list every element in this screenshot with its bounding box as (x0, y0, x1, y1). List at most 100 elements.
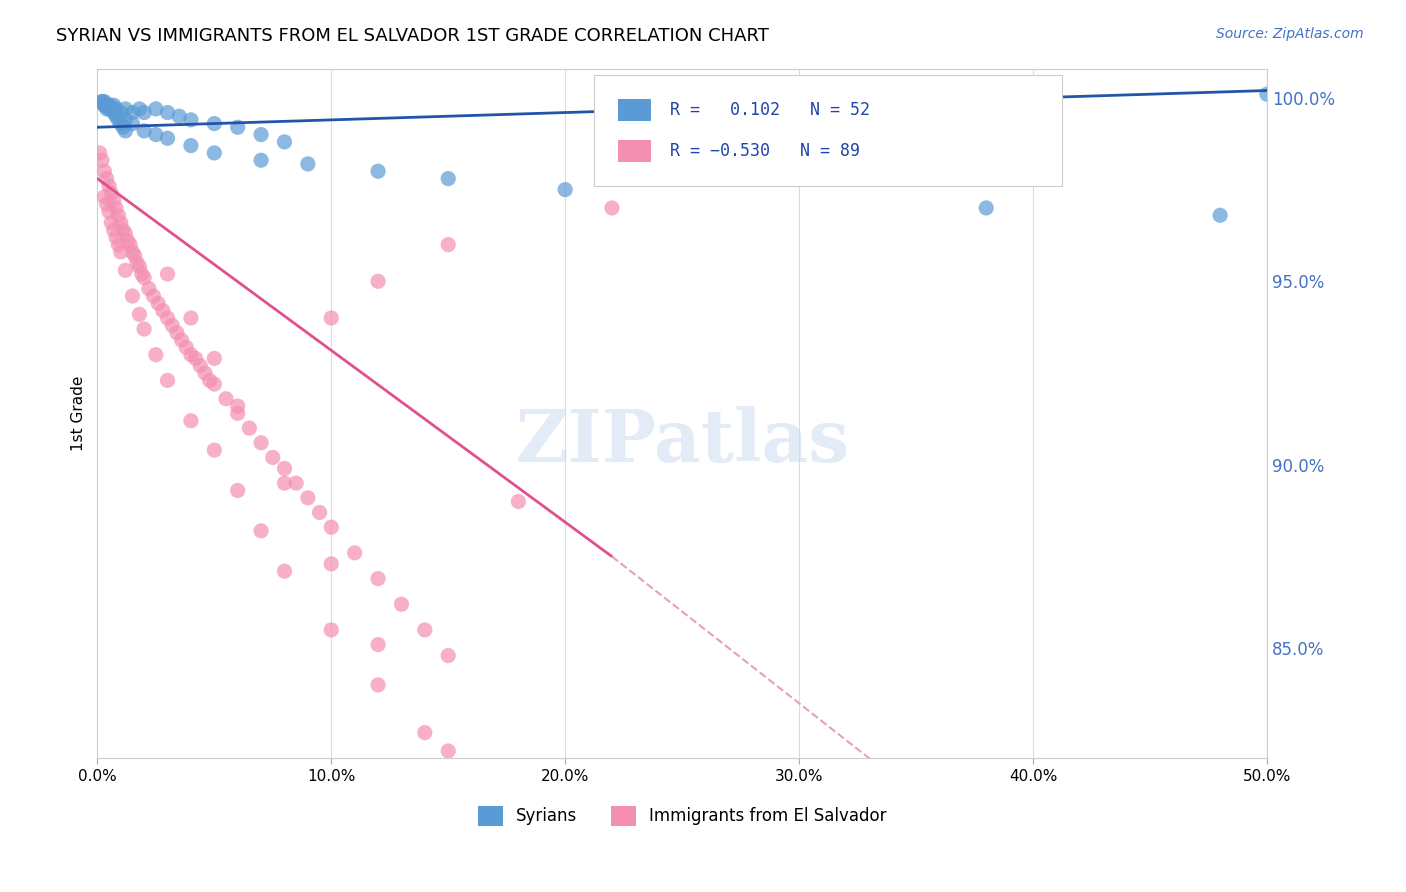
Point (974, 201, 997, 215)
Point (367, 678, 389, 692)
Point (93, 164, 115, 178)
Point (238, 421, 260, 435)
Point (413, 725, 436, 739)
Point (96, 197, 118, 211)
Point (180, 112, 202, 127)
Text: R = −0.530   N = 89: R = −0.530 N = 89 (671, 143, 860, 161)
Point (127, 256, 149, 270)
Point (128, 102, 150, 116)
Point (250, 435, 273, 450)
Point (121, 244, 143, 259)
Point (93, 98, 115, 112)
Point (297, 491, 319, 505)
Point (554, 183, 576, 197)
Point (226, 483, 249, 498)
Point (156, 373, 179, 387)
Y-axis label: 1st Grade: 1st Grade (72, 376, 86, 451)
Point (215, 392, 238, 406)
Point (367, 638, 389, 652)
Point (114, 124, 136, 138)
Point (226, 406, 249, 420)
Point (98, 204, 121, 219)
Point (96, 98, 118, 112)
Point (105, 105, 128, 120)
Point (321, 520, 343, 534)
Point (117, 234, 139, 248)
Point (96, 171, 118, 186)
Point (180, 311, 202, 326)
Point (152, 303, 174, 318)
Point (134, 105, 156, 120)
Point (226, 120, 249, 135)
Point (250, 524, 273, 538)
Point (156, 311, 179, 326)
FancyBboxPatch shape (617, 140, 651, 162)
Point (273, 461, 295, 475)
Point (128, 260, 150, 274)
Point (114, 112, 136, 127)
Point (194, 366, 217, 380)
Point (166, 326, 188, 340)
Point (93, 98, 115, 112)
Point (110, 244, 132, 259)
Point (100, 102, 122, 116)
Point (134, 270, 156, 285)
Point (93, 95, 115, 109)
Point (321, 557, 343, 571)
Point (91, 95, 114, 109)
Point (103, 223, 125, 237)
Point (105, 230, 128, 244)
Point (202, 117, 225, 131)
Point (105, 109, 128, 123)
Point (114, 263, 136, 277)
Point (103, 105, 125, 120)
Point (170, 333, 193, 347)
Point (250, 153, 273, 168)
Point (146, 296, 169, 310)
Point (112, 120, 135, 135)
Point (250, 128, 273, 142)
Point (391, 597, 413, 611)
Point (321, 623, 343, 637)
Point (437, 171, 460, 186)
Text: Source: ZipAtlas.com: Source: ZipAtlas.com (1216, 27, 1364, 41)
Point (121, 289, 143, 303)
Point (98, 98, 121, 112)
FancyBboxPatch shape (595, 76, 1062, 186)
Point (107, 208, 129, 222)
Point (131, 267, 153, 281)
Point (93, 190, 115, 204)
Point (508, 814, 530, 828)
Point (437, 237, 460, 252)
Point (202, 443, 225, 458)
Point (105, 201, 128, 215)
FancyBboxPatch shape (617, 99, 651, 121)
Point (174, 340, 197, 354)
Point (103, 194, 125, 208)
Point (100, 186, 122, 201)
Point (202, 377, 225, 392)
Point (367, 572, 389, 586)
Point (285, 476, 308, 491)
Point (114, 227, 136, 241)
Point (202, 351, 225, 366)
Point (273, 476, 295, 491)
Point (145, 128, 167, 142)
Text: SYRIAN VS IMMIGRANTS FROM EL SALVADOR 1ST GRADE CORRELATION CHART: SYRIAN VS IMMIGRANTS FROM EL SALVADOR 1S… (56, 27, 769, 45)
Point (343, 546, 366, 560)
Point (112, 223, 135, 237)
Point (160, 318, 183, 333)
Point (114, 102, 136, 116)
Point (202, 145, 225, 160)
Text: ZIPatlas: ZIPatlas (515, 406, 849, 476)
Point (96, 98, 118, 112)
Point (321, 311, 343, 326)
Point (124, 249, 146, 263)
Point (262, 450, 284, 465)
Point (413, 623, 436, 637)
Point (89, 145, 111, 160)
Point (198, 373, 221, 387)
Point (180, 414, 202, 428)
Point (554, 880, 576, 892)
Point (1256, 87, 1278, 102)
